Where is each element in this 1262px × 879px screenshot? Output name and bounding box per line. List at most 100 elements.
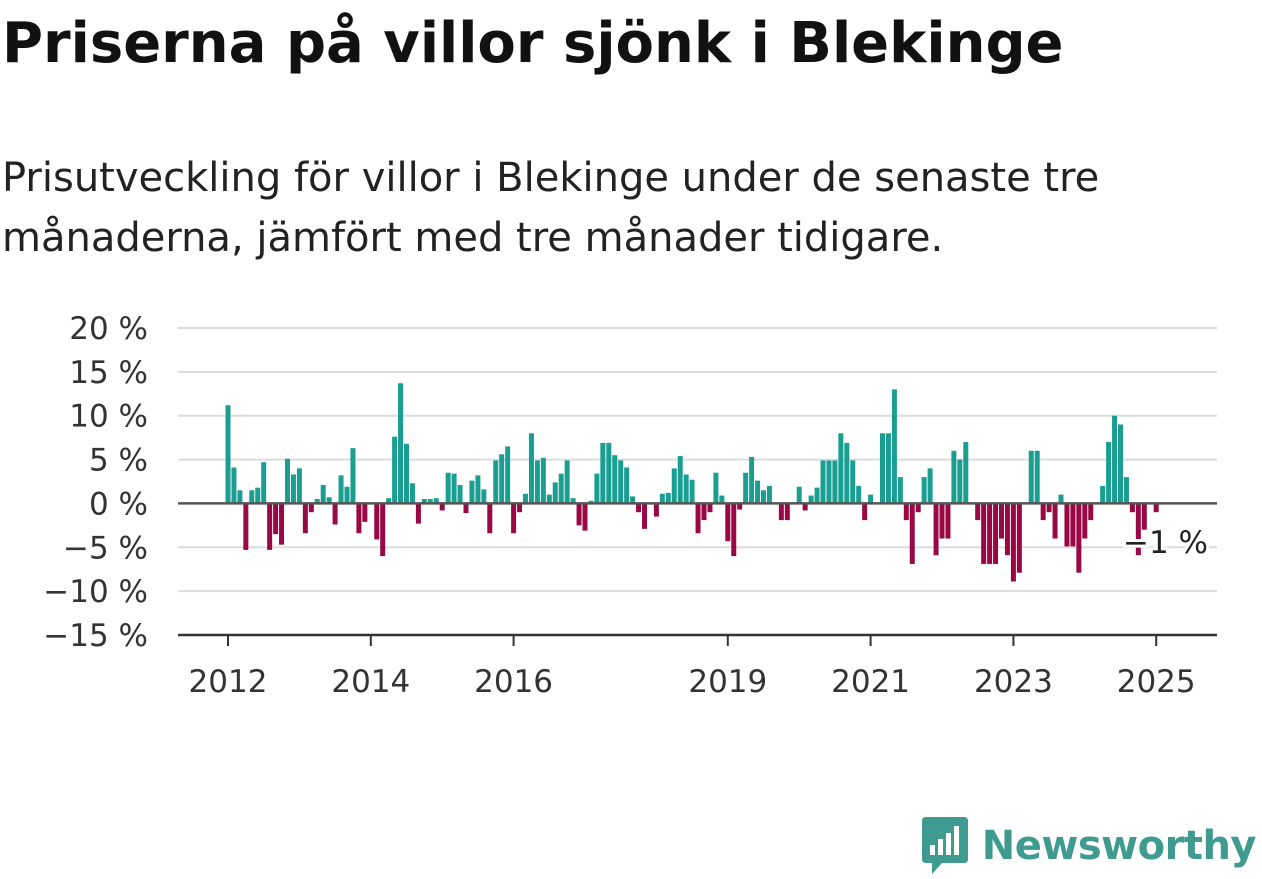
bar <box>880 433 885 503</box>
bar <box>749 457 754 503</box>
x-tick-label: 2014 <box>331 664 410 700</box>
bar <box>511 503 516 533</box>
bar <box>963 442 968 503</box>
bar <box>380 503 385 556</box>
bar <box>398 383 403 503</box>
chart-gridlines <box>178 328 1217 591</box>
bar <box>487 503 492 533</box>
bar <box>826 460 831 503</box>
bar <box>1112 416 1117 504</box>
bar <box>660 494 665 504</box>
bar <box>523 494 528 504</box>
bar <box>987 503 992 564</box>
bar <box>1041 503 1046 520</box>
bar <box>374 503 379 539</box>
bar <box>553 482 558 503</box>
bar <box>993 503 998 564</box>
bar <box>981 503 986 564</box>
bar <box>226 405 231 503</box>
bar <box>464 503 469 513</box>
bar <box>273 503 278 534</box>
bar <box>612 455 617 503</box>
page-subtitle: Prisutveckling för villor i Blekinge und… <box>2 148 1242 268</box>
bar <box>237 490 242 503</box>
bar <box>624 467 629 503</box>
bar <box>1035 451 1040 504</box>
x-axis: 2012 2014 2016 2019 2021 2023 2025 <box>189 635 1196 700</box>
bar <box>666 493 671 504</box>
bar <box>261 462 266 503</box>
bar <box>285 459 290 504</box>
bar <box>1154 503 1159 512</box>
y-tick-label: −5 % <box>63 530 148 566</box>
brand: Newsworthy <box>920 817 1256 875</box>
bar <box>1100 486 1105 504</box>
bar <box>892 389 897 503</box>
bar <box>1076 503 1081 572</box>
y-tick-label: −15 % <box>43 618 148 654</box>
bar <box>505 446 510 503</box>
bar <box>255 488 260 504</box>
bar <box>940 503 945 538</box>
bar <box>618 460 623 503</box>
x-tick-label: 2021 <box>831 664 910 700</box>
bar <box>475 475 480 503</box>
bar <box>702 503 707 520</box>
bar <box>1070 503 1075 546</box>
bar <box>499 454 504 503</box>
bar <box>541 458 546 504</box>
bar <box>594 474 599 504</box>
bar <box>761 490 766 503</box>
bar <box>713 473 718 504</box>
bar <box>910 503 915 564</box>
bar <box>362 503 367 521</box>
bar <box>898 477 903 503</box>
bar <box>838 433 843 503</box>
x-tick-label: 2023 <box>974 664 1053 700</box>
bar <box>690 480 695 504</box>
bar <box>345 487 350 504</box>
bar <box>493 460 498 503</box>
bar <box>957 460 962 504</box>
bar <box>922 477 927 503</box>
bar <box>832 460 837 503</box>
x-tick-label: 2025 <box>1117 664 1196 700</box>
bar <box>1118 424 1123 503</box>
bar <box>862 503 867 520</box>
bar <box>1047 503 1052 512</box>
x-tick-label: 2019 <box>688 664 767 700</box>
bar <box>339 475 344 503</box>
bar <box>333 503 338 524</box>
bar <box>821 460 826 503</box>
bar <box>481 489 486 503</box>
bar <box>1017 503 1022 572</box>
bar <box>844 443 849 504</box>
bar <box>672 468 677 503</box>
bar <box>1011 503 1016 581</box>
bar <box>678 456 683 503</box>
bar <box>797 487 802 504</box>
bar <box>815 488 820 504</box>
bar <box>606 443 611 504</box>
bar <box>934 503 939 555</box>
bar <box>410 483 415 503</box>
bar <box>755 481 760 504</box>
bar <box>446 473 451 504</box>
bar <box>267 503 272 549</box>
bar <box>309 503 314 512</box>
bar <box>559 474 564 504</box>
x-tick-label: 2012 <box>189 664 268 700</box>
bar <box>297 468 302 503</box>
bar <box>945 503 950 538</box>
bar <box>886 433 891 503</box>
bar <box>684 474 689 503</box>
bar <box>785 503 790 520</box>
y-tick-label: 5 % <box>89 443 148 479</box>
bar <box>392 437 397 504</box>
x-tick-label: 2016 <box>474 664 553 700</box>
bar <box>547 495 552 504</box>
bar <box>517 503 522 512</box>
bar <box>928 468 933 503</box>
bar <box>999 503 1004 538</box>
bar <box>291 474 296 503</box>
